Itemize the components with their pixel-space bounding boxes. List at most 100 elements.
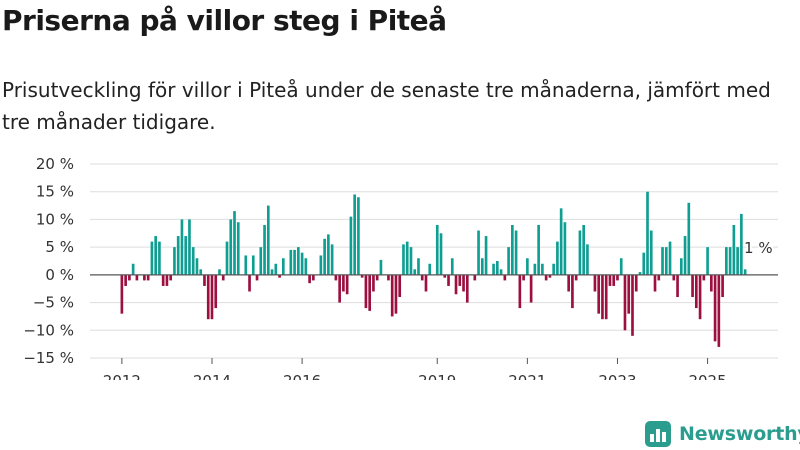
bar	[672, 274, 676, 281]
bar	[732, 224, 736, 275]
bar	[552, 263, 555, 275]
bar	[541, 263, 544, 275]
bar	[619, 258, 623, 275]
grid-lines	[90, 163, 778, 359]
bar	[233, 211, 236, 275]
bar	[375, 274, 379, 281]
bar	[210, 274, 214, 320]
bar	[218, 269, 221, 275]
y-tick-label: −15 %	[23, 349, 74, 367]
bar	[274, 263, 278, 275]
bar	[225, 241, 229, 275]
bar	[266, 205, 270, 275]
bar	[191, 247, 195, 275]
bar	[293, 249, 296, 275]
bar	[511, 224, 514, 275]
y-tick-label: 0 %	[45, 266, 74, 284]
y-axis: −15 % −10 % −5 % 0 % 5 % 10 % 15 % 20 %	[23, 155, 74, 367]
bar	[458, 274, 462, 286]
price-change-bar-chart: −15 %−10 %−5 %0 %5 %10 %15 %20 % 2012201…	[23, 155, 778, 380]
x-tick-label: 2025	[688, 372, 726, 380]
bar	[548, 274, 552, 278]
bar	[413, 269, 417, 275]
bar	[522, 274, 525, 281]
bar	[259, 247, 263, 275]
bar	[176, 236, 180, 275]
bar	[544, 274, 548, 281]
bar	[251, 255, 255, 275]
bar-chart-logo-icon	[645, 421, 671, 447]
bar	[563, 222, 567, 275]
bar	[143, 274, 146, 281]
bar	[334, 274, 338, 281]
bar	[158, 241, 161, 275]
bar	[634, 274, 638, 292]
bar	[559, 208, 563, 275]
bar	[743, 269, 747, 275]
bar	[526, 258, 529, 275]
bar	[447, 274, 450, 286]
bar	[312, 274, 315, 281]
latest-value-label: 1 %	[744, 239, 773, 257]
bar	[484, 236, 488, 275]
bar	[653, 274, 657, 292]
bar	[683, 236, 687, 275]
bar	[706, 247, 709, 275]
bar	[255, 274, 259, 281]
bar	[537, 224, 540, 275]
page-subtitle: Prisutveckling för villor i Piteå under …	[2, 78, 771, 134]
bar	[679, 258, 683, 275]
bar	[578, 230, 582, 275]
bar	[195, 258, 199, 275]
x-tick-label: 2014	[193, 372, 231, 380]
bar	[323, 238, 326, 275]
bar	[586, 244, 589, 275]
bar	[184, 236, 188, 275]
bar	[725, 247, 728, 275]
bar	[435, 224, 439, 275]
bar	[165, 274, 169, 286]
bar	[360, 274, 364, 278]
page-title: Priserna på villor steg i Piteå	[2, 4, 447, 37]
bar	[338, 274, 341, 303]
bar	[698, 274, 702, 320]
bar	[353, 194, 356, 275]
bar	[740, 213, 743, 275]
bar	[529, 274, 533, 303]
bar	[357, 197, 360, 275]
bar	[717, 274, 721, 347]
bar	[146, 274, 150, 281]
bar	[372, 274, 375, 292]
bar	[439, 233, 443, 275]
bar	[473, 274, 477, 281]
bar	[206, 274, 210, 320]
y-tick-label: 15 %	[36, 183, 74, 201]
bar	[713, 274, 717, 342]
bar	[124, 274, 127, 286]
bar	[169, 274, 173, 281]
bar	[278, 274, 281, 278]
x-axis: 2012 2014 2016 2019 2021 2023 2025	[103, 358, 727, 380]
bar	[203, 274, 206, 286]
bar	[514, 230, 518, 275]
bar	[646, 191, 649, 275]
bar	[214, 274, 218, 309]
bar	[244, 255, 248, 275]
bar	[248, 274, 251, 292]
bar	[533, 263, 537, 275]
bar	[428, 263, 432, 275]
y-tick-label: −5 %	[33, 294, 74, 312]
bar	[424, 274, 428, 292]
x-tick-label: 2023	[598, 372, 636, 380]
y-tick-label: −10 %	[23, 321, 74, 339]
bar	[649, 230, 653, 275]
bar	[612, 274, 616, 286]
bar	[623, 274, 627, 331]
bar	[319, 255, 323, 275]
bar	[477, 230, 480, 275]
bar	[454, 274, 458, 295]
bar	[308, 274, 311, 284]
y-tick-label: 10 %	[36, 210, 74, 228]
bar	[657, 274, 661, 281]
bar	[199, 269, 203, 275]
